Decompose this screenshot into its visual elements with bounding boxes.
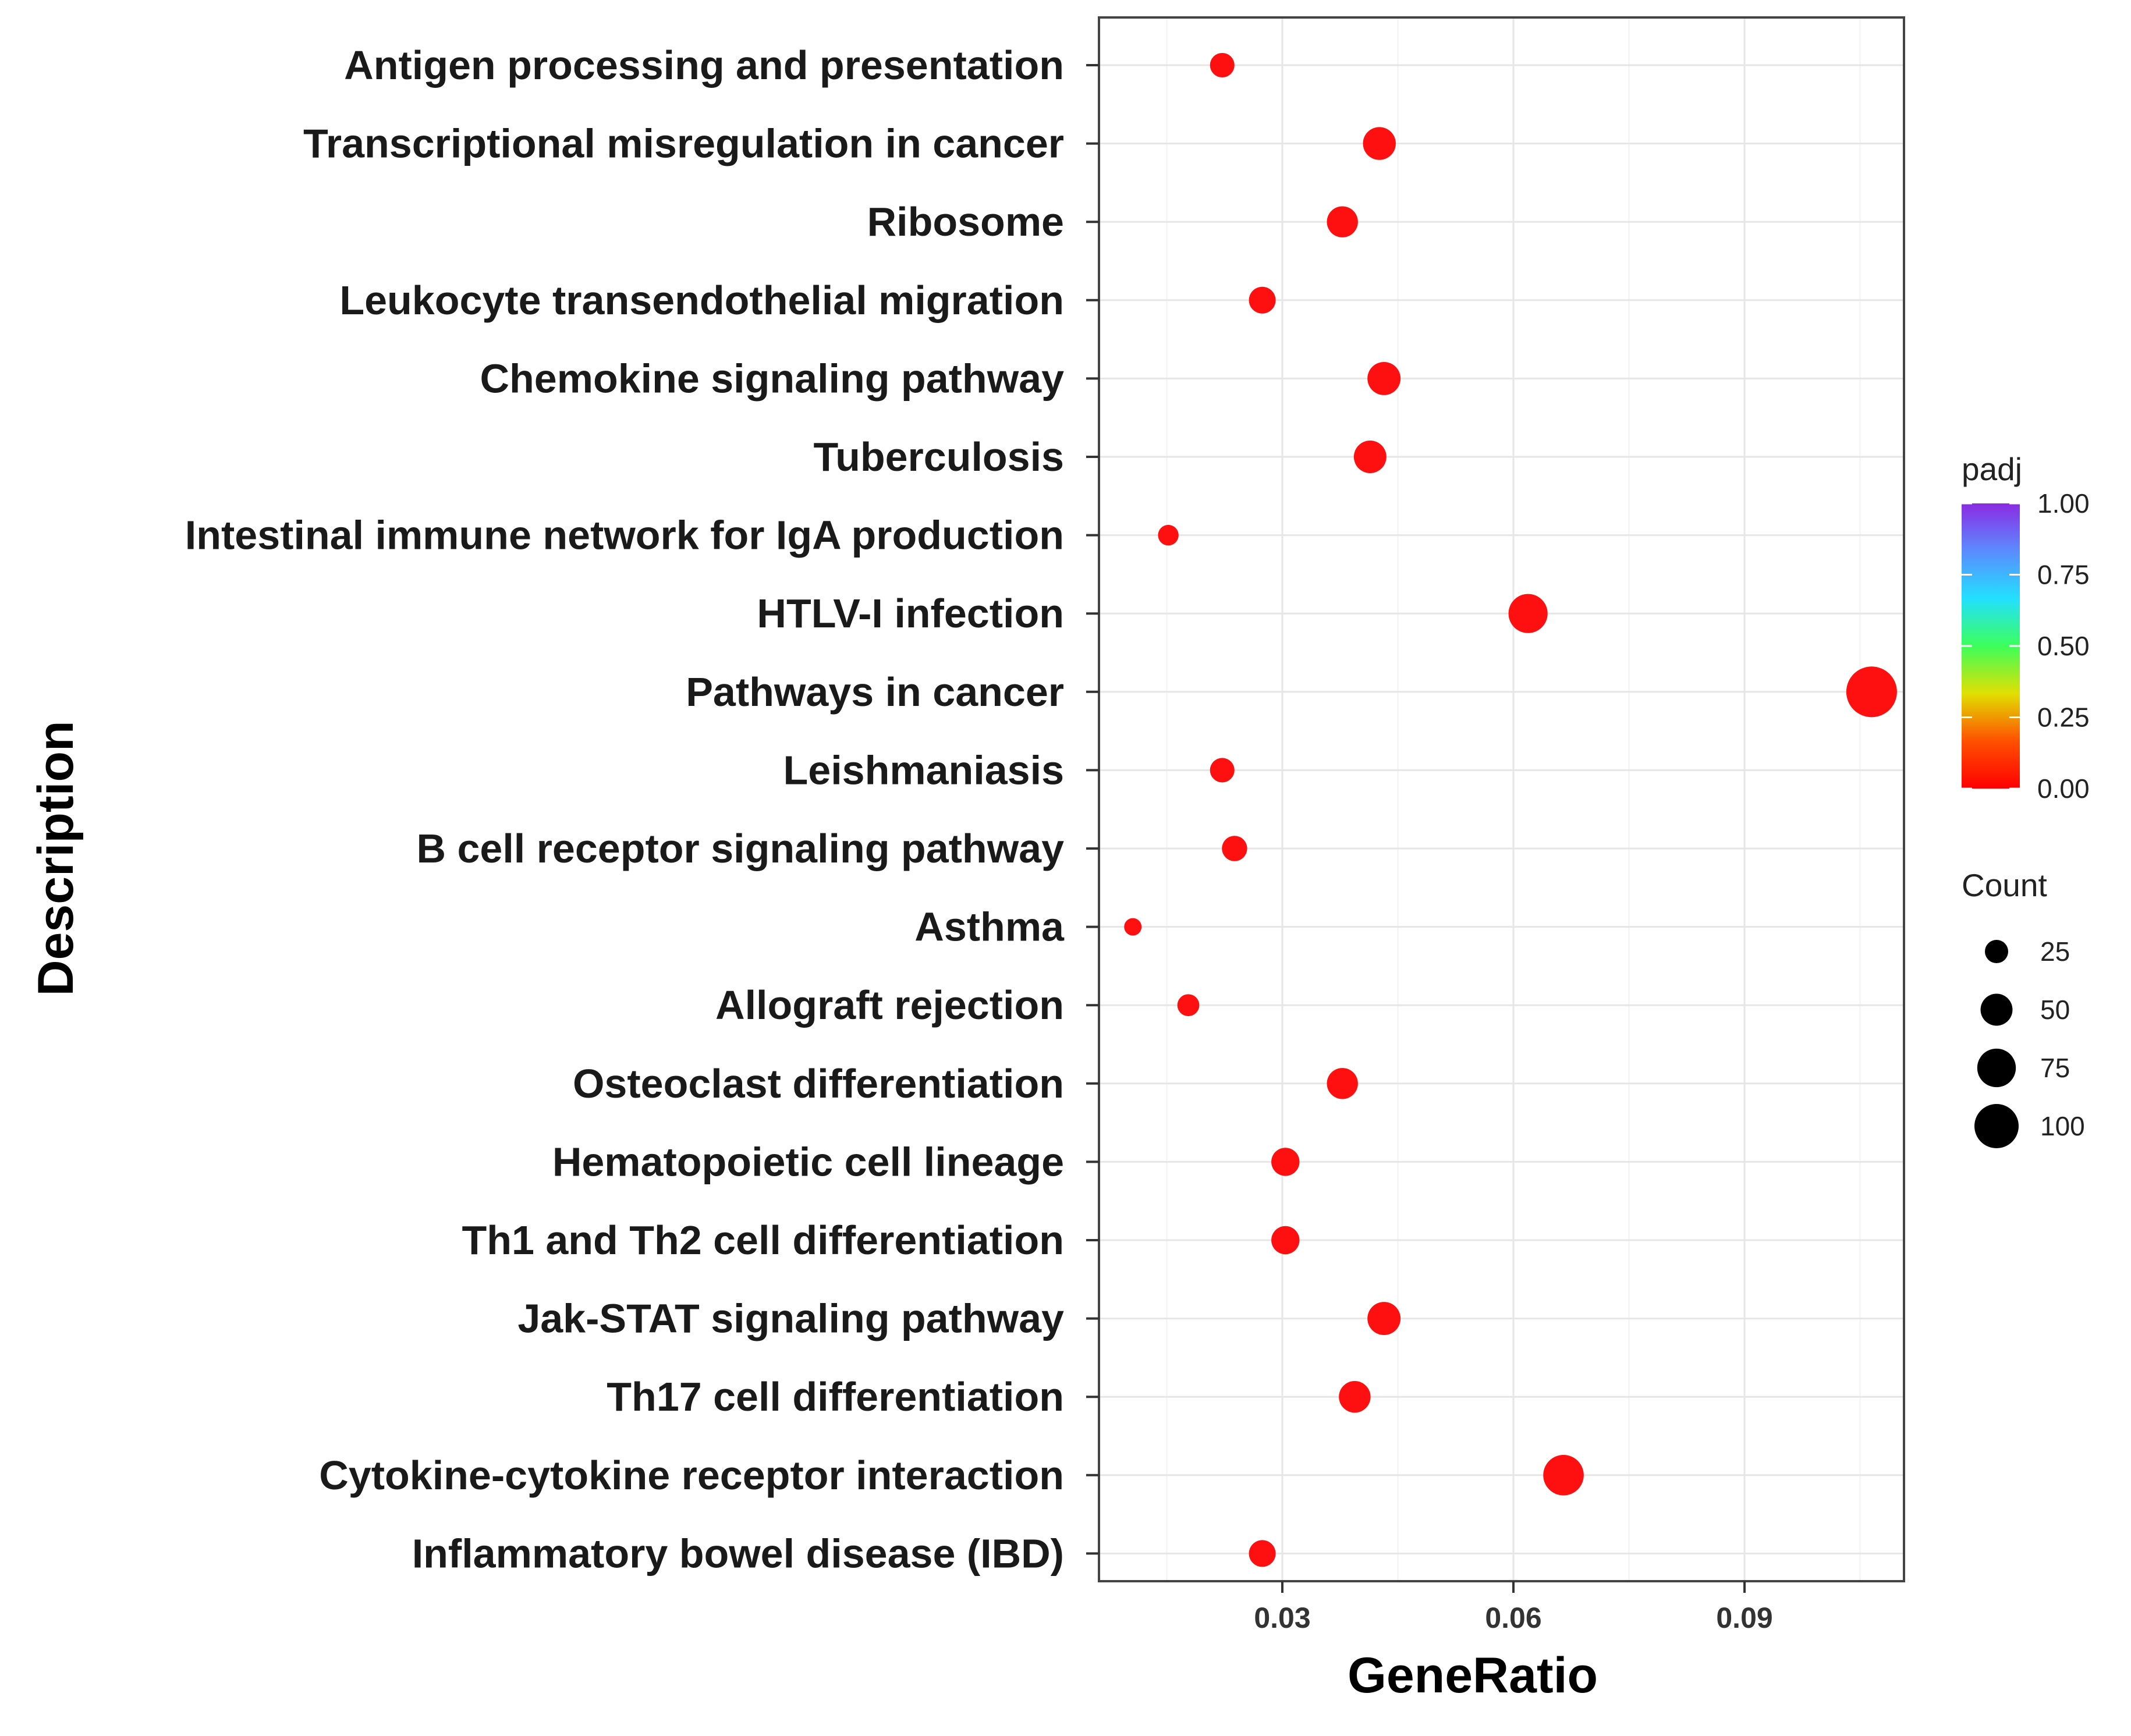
- x-tick-label: 0.06: [1485, 1602, 1541, 1634]
- data-point: [1327, 206, 1358, 237]
- data-point: [1363, 127, 1396, 160]
- category-label: Hematopoietic cell lineage: [552, 1139, 1064, 1184]
- legend-size-title: Count: [1962, 867, 2047, 903]
- color-bar-label: 0.75: [2037, 560, 2090, 590]
- category-label: Leukocyte transendothelial migration: [339, 278, 1064, 323]
- grid-lines: [1099, 17, 1904, 1581]
- category-label: Inflammatory bowel disease (IBD): [412, 1531, 1064, 1576]
- data-points: [1124, 52, 1897, 1567]
- category-label: Tuberculosis: [814, 434, 1064, 480]
- size-legend-dot: [1977, 1048, 2016, 1088]
- category-label: HTLV-I infection: [757, 591, 1064, 636]
- size-legend-label: 100: [2040, 1111, 2085, 1141]
- category-label: Transcriptional misregulation in cancer: [303, 121, 1064, 166]
- size-legend-label: 50: [2040, 995, 2070, 1025]
- color-bar-label: 0.50: [2037, 631, 2090, 661]
- size-legend-label: 75: [2040, 1053, 2070, 1083]
- data-point: [1327, 1068, 1358, 1099]
- x-tick-label: 0.03: [1254, 1602, 1310, 1634]
- size-legend-dot: [1985, 940, 2008, 963]
- category-label: Pathways in cancer: [686, 669, 1064, 715]
- data-point: [1158, 524, 1179, 546]
- data-point: [1543, 1455, 1584, 1496]
- y-axis-ticks: [1086, 64, 1099, 1555]
- size-legend-dot: [1974, 1104, 2019, 1148]
- data-point: [1271, 1148, 1300, 1176]
- data-point: [1222, 836, 1247, 861]
- data-point: [1353, 441, 1387, 473]
- data-point: [1508, 594, 1548, 633]
- size-legend-label: 25: [2040, 936, 2070, 967]
- category-label: Th17 cell differentiation: [607, 1374, 1064, 1419]
- category-labels: Antigen processing and presentation Trans…: [185, 42, 1065, 1576]
- category-label: Th1 and Th2 cell differentiation: [462, 1217, 1064, 1263]
- x-tick-label: 0.09: [1716, 1602, 1772, 1634]
- category-label: Osteoclast differentiation: [573, 1061, 1064, 1106]
- legend: padj 1.00 0.75 0.50 0.25 0.00 Count 25 50 75 10…: [1962, 451, 2090, 1148]
- category-label: Jak-STAT signaling pathway: [517, 1296, 1064, 1341]
- data-point: [1367, 1302, 1401, 1336]
- x-axis-title: GeneRatio: [1348, 1648, 1598, 1703]
- plot-panel-border: [1098, 16, 1905, 1582]
- data-point: [1210, 52, 1235, 78]
- data-point: [1339, 1381, 1371, 1413]
- category-label: Allograft rejection: [715, 982, 1064, 1028]
- category-label: Chemokine signaling pathway: [480, 356, 1064, 401]
- x-axis-ticks: 0.03 0.06 0.09: [1254, 1581, 1773, 1634]
- category-label: Intestinal immune network for IgA produc…: [185, 513, 1064, 558]
- category-label: B cell receptor signaling pathway: [416, 826, 1064, 871]
- data-point: [1367, 361, 1401, 395]
- color-bar-label: 0.25: [2037, 702, 2090, 733]
- data-point: [1210, 758, 1235, 783]
- data-point: [1249, 1540, 1276, 1567]
- y-axis-title: Description: [28, 720, 84, 996]
- data-point: [1271, 1226, 1300, 1255]
- category-label: Ribosome: [867, 199, 1064, 244]
- data-point: [1124, 918, 1142, 936]
- legend-color-title: padj: [1962, 451, 2022, 487]
- category-label: Antigen processing and presentation: [344, 42, 1064, 88]
- category-label: Leishmaniasis: [783, 747, 1064, 793]
- size-legend: 25 50 75 100: [1974, 936, 2085, 1148]
- category-label: Asthma: [914, 904, 1065, 950]
- color-bar-label: 0.00: [2037, 773, 2090, 804]
- size-legend-dot: [1980, 993, 2013, 1026]
- data-point: [1249, 286, 1276, 314]
- category-label: Cytokine-cytokine receptor interaction: [319, 1453, 1064, 1498]
- color-bar-ticks: 1.00 0.75 0.50 0.25 0.00: [1962, 488, 2090, 804]
- data-point: [1846, 666, 1897, 718]
- data-point: [1177, 994, 1200, 1017]
- color-bar-label: 1.00: [2037, 488, 2090, 519]
